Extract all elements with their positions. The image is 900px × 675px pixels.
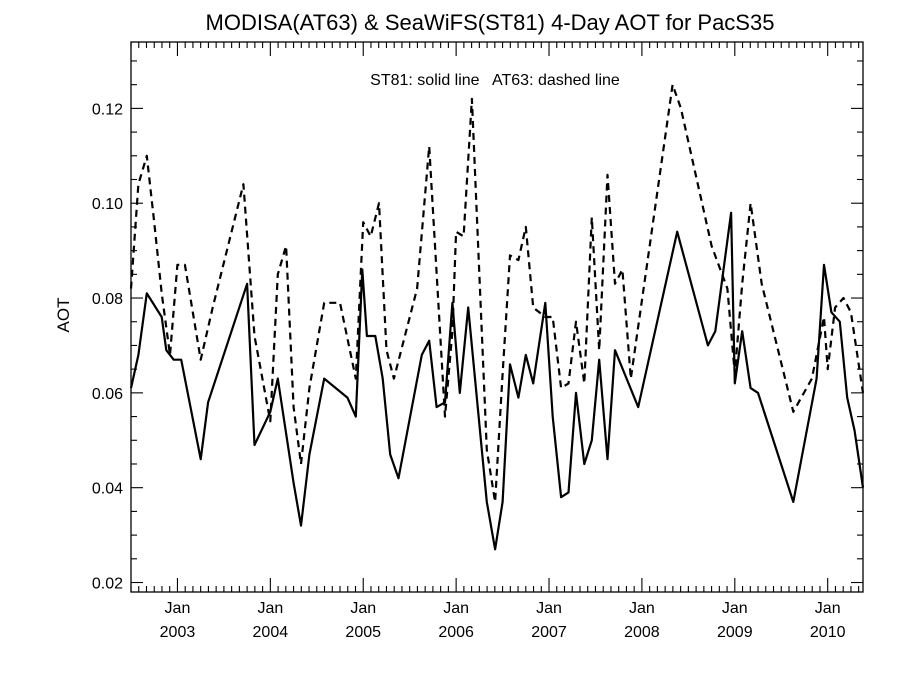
series-line-dashed — [129, 83, 865, 503]
x-tick-month-label: Jan — [629, 600, 655, 617]
axis-ticks — [130, 42, 863, 592]
axis-tick-labels: 0.02 0.04 0.06 0.08 0.10 0.12 Jan 2003 Jan 2004 Ja… — [92, 101, 846, 641]
x-tick-year-label: 2009 — [717, 624, 753, 641]
series-layer — [129, 83, 865, 551]
y-tick-label: 0.10 — [92, 196, 123, 213]
chart-title: MODISA(AT63) & SeaWiFS(ST81) 4-Day AOT f… — [206, 10, 775, 35]
y-tick-label: 0.04 — [92, 481, 123, 498]
x-tick-month-label: Jan — [350, 600, 376, 617]
x-tick-year-label: 2008 — [624, 624, 660, 641]
y-axis-label: AOT — [54, 298, 73, 333]
x-tick-year-label: 2004 — [253, 624, 289, 641]
x-tick-year-label: 2007 — [531, 624, 567, 641]
y-tick-label: 0.08 — [92, 291, 123, 308]
plot-frame — [130, 41, 864, 593]
x-tick-month-label: Jan — [165, 600, 191, 617]
x-tick-month-label: Jan — [257, 600, 283, 617]
x-tick-year-label: 2005 — [345, 624, 381, 641]
series-line-solid — [129, 211, 865, 551]
legend-note: ST81: solid line AT63: dashed line — [370, 72, 620, 89]
x-tick-month-label: Jan — [443, 600, 469, 617]
x-tick-month-label: Jan — [815, 600, 841, 617]
y-tick-label: 0.12 — [92, 101, 123, 118]
x-tick-year-label: 2006 — [438, 624, 474, 641]
x-tick-year-label: 2010 — [810, 624, 846, 641]
x-tick-year-label: 2003 — [160, 624, 196, 641]
y-tick-label: 0.02 — [92, 576, 123, 593]
y-tick-label: 0.06 — [92, 386, 123, 403]
x-tick-month-label: Jan — [536, 600, 562, 617]
x-tick-month-label: Jan — [722, 600, 748, 617]
